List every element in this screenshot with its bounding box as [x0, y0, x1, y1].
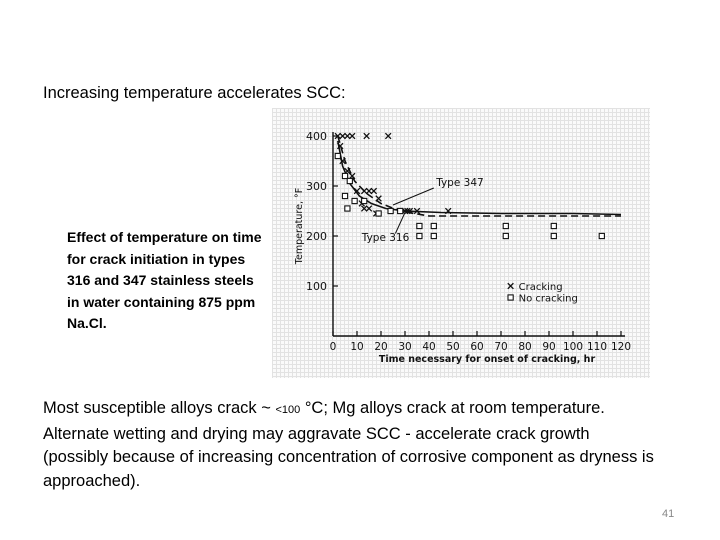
slide-heading: Increasing temperature accelerates SCC: [43, 84, 346, 102]
no-cracking-point [502, 232, 509, 240]
no-cracking-point [346, 177, 353, 185]
no-cracking-point [351, 197, 358, 205]
temperature-crack-chart: 100 200 300 400 0 10 20 30 40 50 60 70 80 90 100 110 120… [272, 108, 650, 378]
cracking-point [375, 195, 382, 202]
no-cracking-point [502, 222, 509, 230]
x-tick-label: 30 [398, 341, 411, 353]
cracking-point [365, 205, 373, 212]
cracking-point [404, 207, 411, 215]
no-cracking-point [341, 192, 349, 200]
y-tick-label: 200 [306, 230, 327, 243]
page-number: 41 [662, 508, 675, 520]
wetting-drying-paragraph: Alternate wetting and drying may aggrava… [43, 424, 654, 490]
annotation-type-316: Type 316 [361, 232, 410, 244]
x-tick-label: 0 [330, 341, 337, 353]
x-tick-label: 80 [518, 341, 531, 353]
cracking-point [365, 187, 373, 195]
y-tick-label: 100 [306, 280, 327, 293]
figure-caption: Effect of temperature on time for crack … [67, 229, 262, 331]
cracking-point [339, 132, 346, 140]
no-cracking-point [550, 232, 557, 240]
cracking-point [336, 142, 344, 150]
temperature-threshold: <100 [275, 404, 301, 416]
y-tick-label: 300 [306, 180, 327, 193]
cracking-point [353, 187, 361, 195]
x-tick-label: 70 [494, 341, 507, 353]
no-cracking-point [598, 232, 605, 240]
cracking-point [360, 187, 368, 195]
x-axis-label: Time necessary for onset of cracking, hr [379, 354, 596, 365]
no-cracking-point [416, 232, 423, 240]
no-cracking-point [341, 172, 349, 180]
cracking-point [360, 205, 368, 212]
y-axis-label: Temperature, °F [294, 188, 305, 265]
x-tick-label: 10 [350, 341, 363, 353]
susceptibility-text-end: °C; Mg alloys crack at room temperature. [300, 399, 605, 417]
susceptibility-text-start: Most susceptible alloys crack ~ [43, 399, 276, 417]
x-tick-label: 20 [374, 341, 387, 353]
body-text: Most susceptible alloys crack ~ <100 °C;… [43, 397, 658, 493]
chart-svg: 100 200 300 400 0 10 20 30 40 50 60 70 80 90 100 110 120… [294, 130, 631, 365]
type-316-leader [394, 212, 406, 234]
no-cracking-point [361, 197, 368, 205]
no-cracking-point [375, 210, 382, 217]
cracking-point [370, 187, 378, 195]
no-cracking-point [430, 232, 437, 240]
legend-no-cracking-marker [507, 294, 514, 301]
cracking-point [384, 132, 392, 140]
legend-no-cracking-label: No cracking [519, 294, 578, 305]
y-tick-label: 400 [306, 130, 327, 143]
curve-type-347 [337, 135, 621, 217]
x-tick-label: 120 [611, 341, 631, 353]
cracking-point [344, 132, 351, 140]
no-cracking-point [550, 222, 557, 230]
cracking-point [413, 207, 421, 215]
no-cracking-point [416, 222, 423, 230]
no-cracking-point [344, 205, 351, 212]
x-tick-label: 40 [422, 341, 435, 353]
legend-cracking-label: Cracking [519, 282, 563, 293]
x-tick-label: 90 [542, 341, 555, 353]
legend-cracking-marker [507, 282, 514, 290]
no-cracking-point [387, 207, 394, 215]
cracking-point [406, 207, 414, 215]
cracking-point [348, 132, 356, 140]
cracking-point [363, 132, 370, 140]
no-cracking-point [430, 222, 437, 230]
annotation-type-347: Type 347 [435, 177, 484, 189]
no-cracking-point [397, 207, 404, 215]
susceptibility-paragraph: Most susceptible alloys crack ~ <100 °C;… [43, 397, 658, 423]
x-tick-label: 110 [587, 341, 607, 353]
no-cracking-point [334, 152, 341, 160]
x-tick-label: 100 [563, 341, 583, 353]
x-tick-label: 60 [470, 341, 483, 353]
cracking-point [444, 207, 452, 215]
x-tick-label: 50 [446, 341, 459, 353]
type-347-leader [392, 187, 434, 206]
cracking-point [334, 132, 342, 140]
